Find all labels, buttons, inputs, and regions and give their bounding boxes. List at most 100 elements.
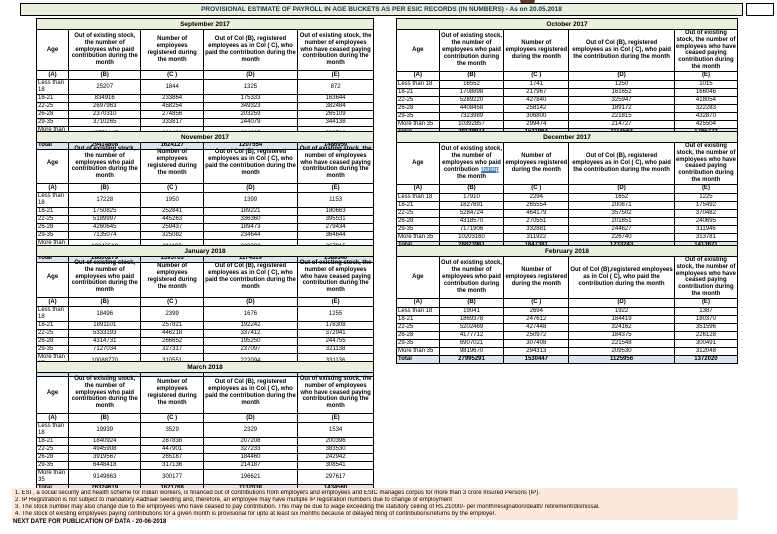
value-cell: 1741 [503,79,570,89]
value-cell: 19041 [438,306,505,316]
column-letter: (B) [67,70,142,80]
value-cell: 4945908 [67,445,142,454]
value-cell: 1869378 [438,314,505,324]
value-cell: 4177712 [438,330,505,340]
value-cell: 2399 [140,306,204,322]
table-row: 22-25 4945908 447901 327233 383530 [36,445,374,454]
column-letter: (A) [36,70,69,80]
value-cell: 274856 [140,110,204,119]
age-cell: 26-28 [396,216,440,226]
value-cell: 244755 [297,337,374,346]
age-column-header: Age [36,142,69,184]
col-c-header: Number of employees registered during th… [140,372,204,414]
value-cell: 300177 [140,469,204,485]
value-cell: 163644 [297,94,374,103]
column-letter: (E) [297,413,374,423]
table-row: Less than 18 19939 3529 2329 1534 [36,422,374,438]
value-cell: 311922 [503,232,570,242]
value-cell: 308541 [297,461,374,470]
value-cell: 321138 [297,345,374,354]
value-cell: 9149863 [67,469,142,485]
col-e-header: Out of existing stock, the number of emp… [673,142,739,185]
age-cell: 22-25 [36,445,69,454]
col-e-header: Out of existing stock, the number of emp… [673,256,739,299]
age-cell: 26-28 [36,223,69,232]
value-cell: 161652 [568,87,675,97]
column-letter: (D) [202,297,299,307]
value-cell: 324162 [568,322,675,332]
age-cell: More than 35 [396,232,440,242]
value-cell: 447901 [140,445,204,454]
column-letter: (D) [202,413,299,423]
column-letter: (D) [568,297,675,308]
value-cell: 395531 [297,215,374,224]
value-cell: 337412 [202,329,299,338]
value-cell: 427448 [503,322,570,332]
age-cell: 22-25 [396,208,440,218]
table-row: 29-35 6907021 307408 221548 300491 [396,338,739,348]
value-cell: 1250 [568,79,675,89]
value-cell: 234644 [202,231,299,240]
value-cell: 10203160 [438,232,505,242]
value-cell: 427840 [503,95,570,105]
value-cell: 307408 [503,338,570,348]
table-row: 29-35 3710265 333817 244079 344138 [36,118,374,127]
age-cell: Less than 18 [36,422,69,438]
age-cell: 29-35 [396,111,440,121]
value-cell: 383530 [297,445,374,454]
value-cell: 16552 [438,79,505,89]
value-cell: 266652 [140,337,204,346]
col-b-header: Out of existing stock, the number of emp… [67,142,142,184]
value-cell: 244627 [568,224,675,234]
table-row: Less than 18 17910 2294 1652 1225 [396,192,739,202]
table-row: 22-25 5202469 427448 324162 351596 [396,322,739,332]
value-cell: 242942 [297,453,374,462]
value-cell: 1708898 [438,87,505,97]
month-header: January 2018 [36,245,374,257]
month-header: October 2017 [396,18,738,30]
table-row: 26-28 4260645 259437 189473 279434 [36,223,374,232]
value-cell: 19939 [67,422,142,438]
value-cell: 351596 [673,322,739,332]
col-b-header: Out of existing stock, the number of emp… [438,142,505,185]
table-row: 29-35 6448418 317136 214187 308541 [36,461,374,470]
value-cell: 4318570 [438,216,505,226]
value-cell: 25207 [67,79,142,95]
value-cell: 1015 [673,79,739,89]
value-cell: 240695 [673,216,739,226]
value-cell: 184460 [202,453,299,462]
column-letter: (D) [202,183,299,193]
column-letter: (A) [36,183,69,193]
table-row: 29-35 7127034 327317 237097 321138 [36,345,374,354]
value-cell: 327317 [140,345,204,354]
value-cell: 322283 [673,103,739,113]
col-e-header: Out of existing stock, the number of emp… [297,256,374,298]
value-cell: 214187 [202,461,299,470]
value-cell: 2329 [202,422,299,438]
table-row: 22-25 5333193 446218 337412 372941 [36,329,374,338]
value-cell: 17228 [67,192,142,208]
value-cell: 7171906 [438,224,505,234]
value-cell: 7323989 [438,111,505,121]
value-cell: 294313 [503,346,570,356]
value-cell: 7135074 [67,231,142,240]
age-cell: 29-35 [36,461,69,470]
age-cell: 22-25 [36,329,69,338]
value-cell: 3710265 [67,118,142,127]
note-line: 4. The stock of existing employees payin… [15,511,496,517]
column-letter: (D) [202,70,299,80]
value-cell: 1844 [140,79,204,95]
col-e-header: Out of existing stock, the number of emp… [297,29,374,71]
value-cell: 2694 [503,306,570,316]
column-letter: (B) [438,297,505,308]
value-cell: 279434 [297,223,374,232]
col-d-header: Out of Col (B), registered employees as … [202,256,299,298]
value-cell: 357502 [568,208,675,218]
column-letter: (B) [67,297,142,307]
value-cell: 418054 [673,95,739,105]
note-line: 1. ESI , a social security and health sc… [15,490,540,496]
column-header-row: Age Out of existing stock, the number of … [36,256,374,298]
value-cell: 5289220 [438,95,505,105]
column-letter: (C ) [503,70,570,81]
value-cell: 192242 [202,321,299,330]
